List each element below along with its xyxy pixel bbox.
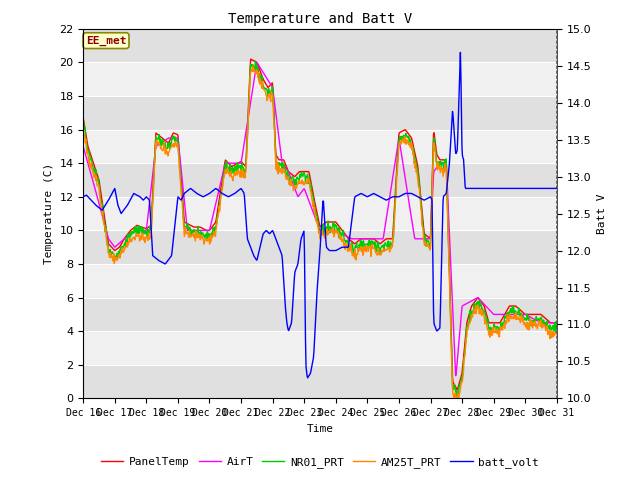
AirT — [79, 144, 87, 149]
PanelTemp — [247, 56, 255, 62]
Bar — [83, 62, 557, 96]
AM25T_PRT — [203, 238, 211, 244]
batt_volt — [79, 194, 87, 200]
AM25T_PRT — [453, 400, 461, 406]
NR01_PRT — [79, 116, 87, 121]
PanelTemp — [79, 115, 87, 121]
PanelTemp — [436, 157, 444, 163]
AM25T_PRT — [417, 206, 425, 212]
Y-axis label: Batt V: Batt V — [597, 193, 607, 234]
AM25T_PRT — [79, 129, 87, 134]
batt_volt — [553, 185, 561, 191]
batt_volt — [436, 309, 444, 314]
batt_volt — [203, 192, 211, 198]
NR01_PRT — [489, 329, 497, 335]
Title: Temperature and Batt V: Temperature and Batt V — [228, 12, 412, 26]
Text: EE_met: EE_met — [86, 36, 126, 46]
PanelTemp — [489, 320, 497, 325]
batt_volt — [282, 305, 289, 311]
X-axis label: Time: Time — [307, 424, 333, 433]
Bar — [83, 29, 557, 62]
AM25T_PRT — [489, 324, 497, 330]
PanelTemp — [203, 228, 211, 233]
PanelTemp — [282, 163, 290, 168]
Legend: PanelTemp, AirT, NR01_PRT, AM25T_PRT, batt_volt: PanelTemp, AirT, NR01_PRT, AM25T_PRT, ba… — [97, 452, 543, 472]
AirT — [553, 320, 561, 325]
batt_volt — [489, 185, 497, 191]
AirT — [417, 236, 425, 242]
Bar — [83, 331, 557, 365]
AirT — [489, 311, 497, 317]
batt_volt — [131, 191, 139, 197]
batt_volt — [456, 49, 464, 55]
Bar — [83, 130, 557, 163]
Bar — [83, 163, 557, 197]
batt_volt — [304, 375, 312, 381]
AirT — [282, 166, 290, 171]
Line: NR01_PRT: NR01_PRT — [83, 61, 557, 396]
Line: AM25T_PRT: AM25T_PRT — [83, 66, 557, 403]
AirT — [131, 229, 139, 235]
AirT — [203, 228, 211, 233]
NR01_PRT — [203, 236, 211, 241]
AM25T_PRT — [436, 169, 444, 175]
Line: batt_volt: batt_volt — [83, 52, 557, 378]
NR01_PRT — [553, 326, 561, 332]
Bar — [83, 298, 557, 331]
Y-axis label: Temperature (C): Temperature (C) — [44, 163, 54, 264]
Bar — [83, 96, 557, 130]
PanelTemp — [417, 196, 425, 202]
PanelTemp — [453, 387, 461, 393]
AM25T_PRT — [131, 237, 139, 243]
AM25T_PRT — [553, 329, 561, 335]
PanelTemp — [131, 224, 139, 230]
Bar — [83, 365, 557, 398]
NR01_PRT — [417, 197, 425, 203]
PanelTemp — [553, 320, 561, 325]
AM25T_PRT — [249, 63, 257, 69]
NR01_PRT — [453, 394, 461, 399]
NR01_PRT — [282, 172, 290, 178]
NR01_PRT — [131, 229, 139, 235]
NR01_PRT — [252, 58, 259, 64]
batt_volt — [417, 195, 425, 201]
Bar — [83, 230, 557, 264]
AirT — [452, 373, 460, 379]
AirT — [253, 60, 261, 66]
Line: PanelTemp: PanelTemp — [83, 59, 557, 390]
AM25T_PRT — [282, 176, 290, 181]
Bar — [83, 264, 557, 298]
AirT — [436, 160, 444, 166]
NR01_PRT — [436, 158, 444, 164]
Line: AirT: AirT — [83, 63, 557, 376]
Bar — [83, 197, 557, 230]
